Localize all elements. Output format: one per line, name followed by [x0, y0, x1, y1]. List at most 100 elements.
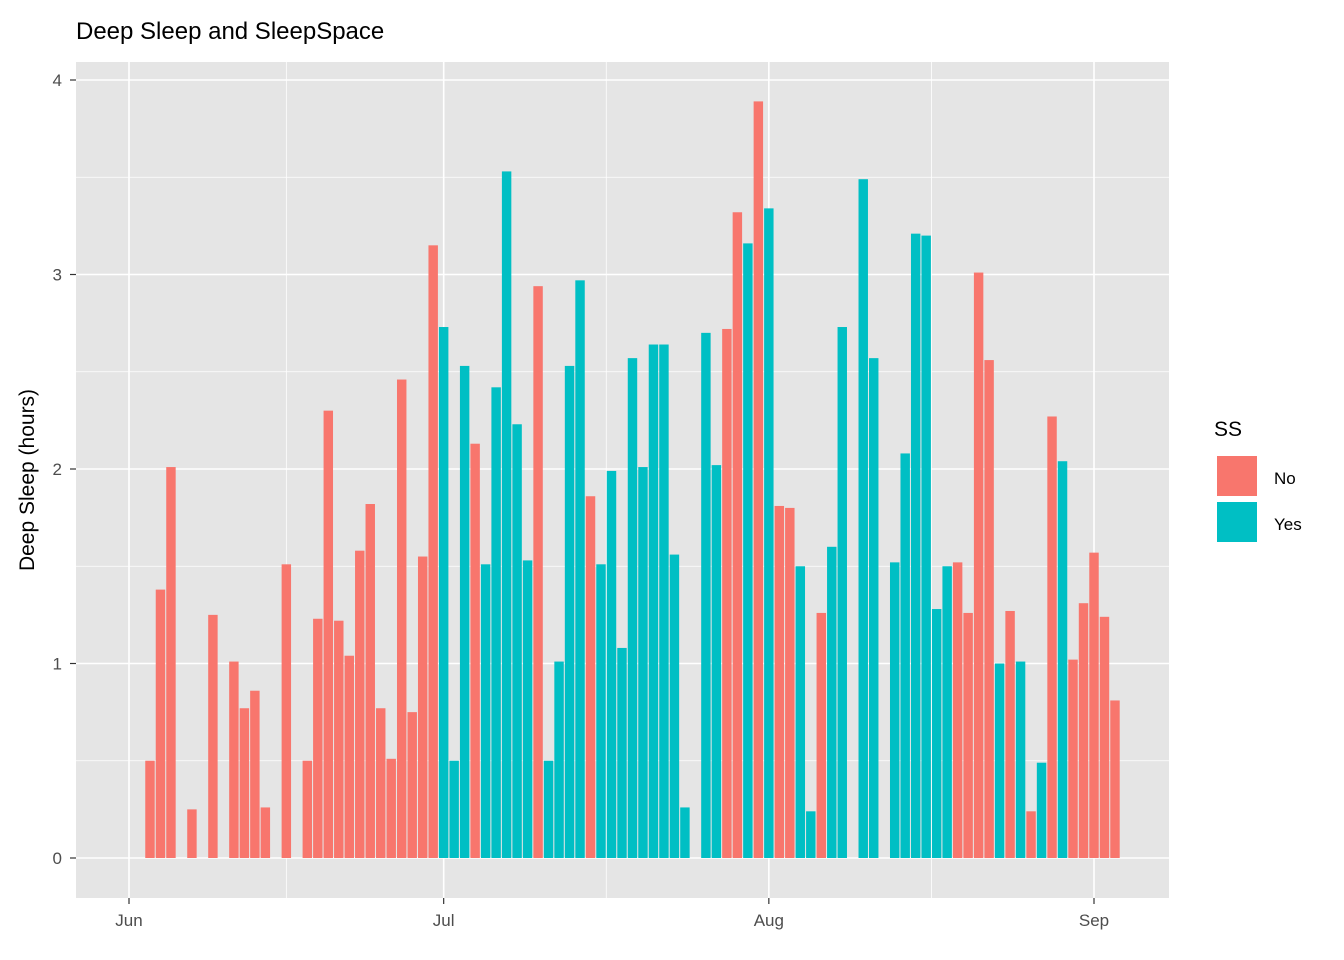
bar-06-24-no	[365, 504, 375, 858]
y-axis-title: Deep Sleep (hours)	[16, 389, 39, 571]
bar-08-16-yes	[921, 235, 931, 859]
bar-06-12-no	[239, 708, 250, 858]
bar-07-26-yes	[701, 332, 711, 859]
legend-key-yes	[1215, 500, 1259, 544]
bar-06-18-no	[302, 760, 313, 858]
bar-07-09-yes	[522, 560, 533, 858]
bar-07-29-no	[732, 212, 743, 858]
bar-08-21-no	[973, 272, 984, 858]
bar-06-16-no	[281, 564, 292, 858]
y-tick-label: 1	[53, 655, 62, 674]
bar-08-02-no	[774, 505, 785, 858]
bar-09-03-no	[1110, 700, 1120, 858]
bar-08-08-yes	[837, 327, 847, 858]
bar-07-05-yes	[480, 564, 491, 858]
bar-06-13-no	[250, 690, 260, 858]
bar-08-28-no	[1047, 416, 1057, 858]
bar-08-27-yes	[1036, 762, 1047, 858]
x-tick-label: Jun	[115, 911, 142, 930]
bar-08-30-no	[1068, 659, 1078, 858]
bar-08-13-yes	[889, 562, 900, 858]
bar-07-18-yes	[617, 647, 627, 858]
bar-06-11-no	[229, 661, 239, 858]
bar-07-15-no	[585, 496, 596, 858]
bar-07-22-yes	[659, 344, 669, 858]
bar-07-30-yes	[743, 243, 753, 858]
legend-label-yes: Yes	[1274, 515, 1302, 534]
bar-08-03-no	[785, 507, 795, 858]
bar-06-30-no	[428, 245, 438, 858]
bar-08-29-yes	[1057, 461, 1068, 858]
bar-07-28-no	[722, 328, 732, 859]
bar-08-14-yes	[900, 453, 910, 858]
bar-08-19-no	[952, 562, 963, 858]
bar-07-01-yes	[438, 327, 449, 858]
x-tick-label: Sep	[1079, 911, 1109, 930]
bar-08-05-yes	[806, 811, 816, 858]
bar-07-12-yes	[554, 661, 564, 858]
legend-title: SS	[1214, 418, 1242, 441]
bar-08-06-no	[816, 612, 827, 858]
bar-07-13-yes	[564, 365, 575, 858]
bar-07-23-yes	[669, 554, 680, 858]
bar-08-24-no	[1005, 610, 1015, 858]
bar-07-20-yes	[638, 467, 648, 858]
bar-06-03-no	[145, 760, 155, 858]
bar-07-17-yes	[606, 470, 617, 858]
bar-09-01-no	[1089, 552, 1099, 858]
bar-06-25-no	[376, 708, 386, 858]
bar-07-21-yes	[648, 344, 659, 858]
bar-06-19-no	[313, 618, 323, 858]
bar-07-11-yes	[543, 760, 554, 858]
bar-08-11-yes	[869, 358, 879, 858]
bar-06-21-no	[334, 620, 344, 858]
chart-title: Deep Sleep and SleepSpace	[76, 18, 384, 45]
bar-06-09-no	[208, 614, 218, 858]
bar-07-03-yes	[459, 365, 470, 858]
x-tick-label: Aug	[754, 911, 784, 930]
bar-08-26-no	[1026, 811, 1036, 858]
bar-08-17-yes	[931, 609, 942, 858]
bar-06-07-no	[187, 809, 197, 858]
bar-09-02-no	[1099, 616, 1110, 858]
bar-06-04-no	[155, 589, 166, 858]
y-tick-label: 3	[53, 266, 62, 285]
y-axis: 0 1 2 3 4	[53, 71, 76, 868]
bar-08-25-yes	[1015, 661, 1026, 858]
bar-07-06-yes	[491, 387, 501, 858]
x-tick-label: Jul	[433, 911, 455, 930]
bar-06-27-no	[396, 379, 407, 858]
bar-06-14-no	[260, 807, 271, 858]
y-tick-label: 0	[53, 849, 62, 868]
bar-08-18-yes	[942, 566, 952, 858]
bars	[145, 101, 1120, 859]
legend-label-no: No	[1274, 469, 1296, 488]
bar-06-20-no	[323, 410, 334, 858]
bar-07-16-yes	[596, 564, 606, 858]
bar-06-28-no	[407, 712, 417, 858]
y-tick-label: 2	[53, 460, 62, 479]
bar-08-20-no	[963, 612, 973, 858]
bar-08-15-yes	[910, 233, 921, 858]
bar-07-07-yes	[501, 171, 512, 859]
bar-07-04-no	[470, 443, 480, 858]
bar-06-05-no	[166, 467, 176, 858]
bar-08-07-yes	[827, 546, 837, 858]
bar-07-14-yes	[575, 280, 585, 859]
bar-07-27-yes	[711, 465, 722, 858]
bar-07-19-yes	[627, 358, 638, 858]
bar-08-23-yes	[994, 663, 1005, 858]
bar-06-26-no	[386, 758, 396, 858]
bar-06-29-no	[417, 556, 428, 858]
legend-key-no	[1215, 454, 1259, 498]
bar-07-08-yes	[512, 424, 522, 858]
bar-07-10-no	[533, 286, 543, 858]
bar-08-10-yes	[858, 179, 868, 858]
bar-06-23-no	[355, 550, 365, 858]
bar-08-31-no	[1078, 603, 1089, 858]
bar-08-04-yes	[795, 566, 806, 858]
x-axis: Jun Jul Aug Sep	[115, 898, 1109, 930]
legend: SS No Yes	[1214, 418, 1302, 544]
bar-08-01-yes	[764, 208, 774, 858]
